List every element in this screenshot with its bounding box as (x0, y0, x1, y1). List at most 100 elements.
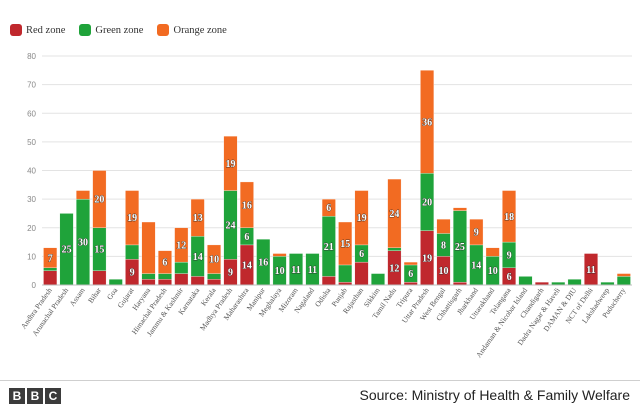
data-label: 6 (507, 272, 512, 283)
chart-area: Red zone Green zone Orange zone 0 10 20 30 4… (10, 24, 632, 359)
data-label: 24 (389, 209, 399, 220)
data-label: 24 (225, 220, 235, 231)
bar-segment (174, 227, 189, 263)
data-label: 25 (62, 245, 72, 256)
bar-segment (207, 279, 221, 286)
bar-segment (158, 250, 172, 274)
y-tick-label: 60 (27, 109, 36, 118)
bar-segment (567, 279, 582, 286)
y-tick-label: 40 (27, 167, 36, 176)
data-label: 20 (422, 197, 432, 208)
data-label: 19 (422, 253, 432, 264)
data-label: 8 (441, 240, 446, 251)
y-tick-label: 50 (27, 138, 36, 147)
legend-label-green-zone: Green zone (95, 24, 144, 36)
bar-segment (469, 219, 484, 246)
y-tick-label: 10 (27, 252, 36, 261)
data-label: 25 (455, 242, 465, 253)
bar-segment (190, 276, 205, 286)
bar-segment (174, 273, 189, 286)
data-label: 15 (340, 239, 350, 250)
bar-segment (338, 221, 353, 266)
bar-segment (616, 273, 631, 277)
bar-segment (43, 247, 58, 268)
bar-segment (403, 261, 418, 266)
footer: B B C Source: Ministry of Health & Famil… (0, 380, 640, 411)
data-label: 10 (209, 255, 219, 266)
bar-segment (207, 244, 221, 274)
x-tick-label: Assam (68, 286, 87, 308)
x-tick-label: Bihar (86, 286, 103, 305)
bar-segment (502, 190, 516, 243)
data-label: 10 (275, 266, 285, 277)
data-label: 6 (359, 249, 364, 260)
y-tick-label: 20 (27, 224, 36, 233)
bar-segment (92, 170, 107, 228)
data-label: 11 (586, 265, 595, 276)
data-label: 20 (94, 195, 104, 206)
bbc-logo: B B C (9, 388, 61, 404)
legend-item-orange-zone: Orange zone (157, 24, 227, 36)
data-label: 14 (242, 260, 252, 271)
bar-segment (76, 190, 90, 200)
data-label: 9 (507, 250, 512, 261)
data-label: 13 (193, 213, 203, 224)
bar-segment (387, 247, 402, 251)
data-label: 6 (244, 232, 249, 243)
data-label: 14 (471, 260, 481, 271)
data-label: 6 (408, 269, 413, 280)
bar-segment (436, 219, 451, 234)
y-tick-label: 0 (32, 281, 37, 290)
bar-segment (518, 276, 533, 286)
bar-segment (141, 279, 156, 286)
logo-letter: B (9, 388, 25, 404)
bar-segment (321, 198, 336, 217)
bar-segment (321, 276, 336, 286)
legend-swatch-red (10, 24, 22, 36)
bar-segment (207, 273, 221, 280)
x-tick-label: Goa (105, 285, 120, 301)
bar-segment (338, 264, 353, 283)
bar-segment (190, 198, 205, 237)
bar-segment (420, 70, 435, 174)
bar-segment (485, 247, 500, 257)
bar-segment (174, 261, 189, 274)
data-label: 9 (474, 228, 479, 239)
legend-item-green-zone: Green zone (79, 24, 143, 36)
chart-legend: Red zone Green zone Orange zone (10, 24, 227, 36)
bar-segment (616, 276, 631, 286)
bar-segment (223, 135, 238, 191)
y-tick-label: 70 (27, 81, 36, 90)
data-label: 12 (389, 263, 399, 274)
data-label: 19 (225, 159, 235, 170)
bar-segment (453, 207, 467, 211)
data-label: 11 (308, 265, 317, 276)
data-label: 10 (488, 266, 498, 277)
bar-segment (354, 190, 369, 246)
y-tick-label: 30 (27, 195, 36, 204)
legend-swatch-orange (157, 24, 170, 36)
bar-segment (141, 221, 156, 274)
bar-segment (92, 270, 107, 286)
bar-segment (125, 190, 140, 246)
data-label: 9 (130, 268, 135, 279)
logo-letter: C (45, 388, 61, 404)
data-label: 21 (324, 242, 334, 253)
data-label: 30 (78, 238, 88, 249)
legend-label-orange-zone: Orange zone (173, 24, 227, 36)
bar-segment (141, 273, 156, 280)
data-label: 36 (422, 117, 432, 128)
bar-segment (239, 181, 254, 228)
bar-segment (158, 279, 172, 286)
data-label: 11 (291, 265, 300, 276)
data-label: 16 (258, 258, 268, 269)
data-label: 12 (176, 240, 186, 251)
data-label: 16 (242, 200, 252, 211)
bar-segment (43, 270, 58, 286)
legend-item-red-zone: Red zone (10, 24, 65, 36)
data-label: 6 (326, 203, 331, 214)
bar-segment (387, 178, 402, 248)
x-tick-label: Odisha (313, 285, 333, 308)
data-label: 15 (94, 245, 104, 256)
